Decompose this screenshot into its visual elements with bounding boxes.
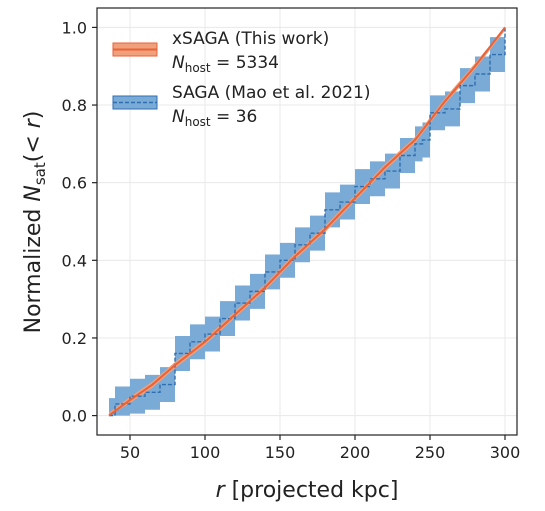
- saga-band: [109, 27, 505, 416]
- y-tick-label: 0.2: [62, 329, 87, 348]
- legend-label-xsaga: xSAGA (This work): [172, 29, 329, 49]
- legend-entry-saga: SAGA (Mao et al. 2021) Nhost = 36: [112, 83, 371, 129]
- saga-line-path: [109, 27, 506, 417]
- y-tick-label: 1.0: [62, 18, 87, 37]
- legend-entry-xsaga: xSAGA (This work) Nhost = 5334: [112, 29, 329, 75]
- x-tick-label: 250: [415, 443, 446, 462]
- y-tick-label: 0.6: [62, 174, 87, 193]
- x-tick-label: 100: [190, 443, 221, 462]
- plot-frame: [96, 7, 518, 436]
- y-tick-label: 0.0: [62, 407, 87, 426]
- legend: xSAGA (This work) Nhost = 5334 SAGA (Mao…: [112, 29, 371, 129]
- x-ticks: 50 100 150 200 250 300: [120, 435, 520, 462]
- y-tick-label: 0.4: [62, 251, 87, 270]
- y-ticks: 0.0 0.2 0.4 0.6 0.8 1.0: [62, 18, 97, 426]
- saga-line: [109, 27, 506, 417]
- x-tick-label: 300: [490, 443, 521, 462]
- x-tick-label: 200: [340, 443, 371, 462]
- saga-band-area: [109, 27, 505, 416]
- x-tick-label: 50: [120, 443, 140, 462]
- y-axis-label: Normalized Nsat(< r): [21, 111, 49, 334]
- x-axis-label: r [projected kpc]: [216, 478, 399, 503]
- legend-label-saga: SAGA (Mao et al. 2021): [172, 83, 371, 103]
- xsaga-line-path: [108, 26, 506, 417]
- xsaga-line: [108, 26, 506, 417]
- legend-nhost-saga: Nhost = 36: [172, 107, 257, 129]
- y-tick-label: 0.8: [62, 96, 87, 115]
- legend-nhost-xsaga: Nhost = 5334: [172, 53, 279, 75]
- x-tick-label: 150: [265, 443, 296, 462]
